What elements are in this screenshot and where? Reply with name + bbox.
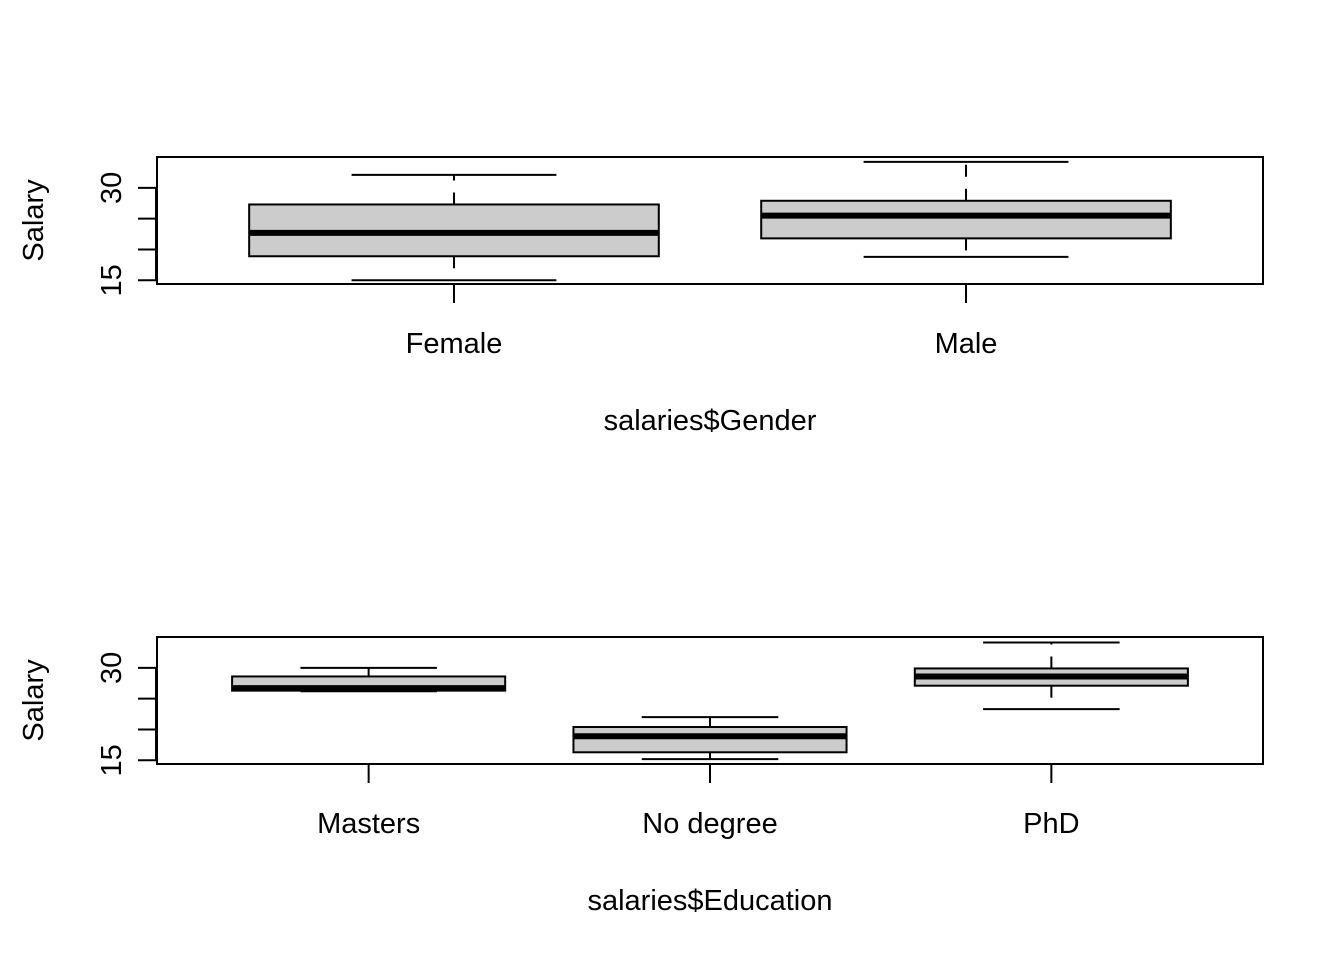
y-tick-label: 30 <box>96 652 128 684</box>
x-tick-label: Male <box>935 328 998 360</box>
gender-y-axis-title: Salary <box>18 179 50 262</box>
education-plot-frame <box>156 636 1264 765</box>
box-phd <box>913 641 1189 711</box>
gender-x-axis-title: salaries$Gender <box>604 405 817 437</box>
x-tick-label: Female <box>406 328 503 360</box>
y-tick-label: 30 <box>96 172 128 204</box>
y-tick-label: 15 <box>96 744 128 776</box>
box-iqr <box>572 726 848 754</box>
gender-x-axis: Female Male <box>406 284 998 360</box>
box-female <box>248 173 660 282</box>
box-no-degree <box>572 716 848 761</box>
box-iqr <box>760 199 1172 240</box>
x-tick-label: No degree <box>642 808 777 840</box>
x-tick-label: PhD <box>1023 808 1079 840</box>
box-male <box>760 160 1172 258</box>
x-tick-label: Masters <box>317 808 420 840</box>
education-y-axis-title: Salary <box>18 659 50 742</box>
y-tick-label: 15 <box>96 264 128 296</box>
education-x-axis: Masters No degree PhD <box>317 764 1080 840</box>
gender-plot-frame <box>156 156 1264 285</box>
gender-box-marks <box>248 160 1172 282</box>
box-masters <box>231 666 507 693</box>
education-box-marks <box>231 641 1189 761</box>
education-x-axis-title: salaries$Education <box>587 885 832 917</box>
